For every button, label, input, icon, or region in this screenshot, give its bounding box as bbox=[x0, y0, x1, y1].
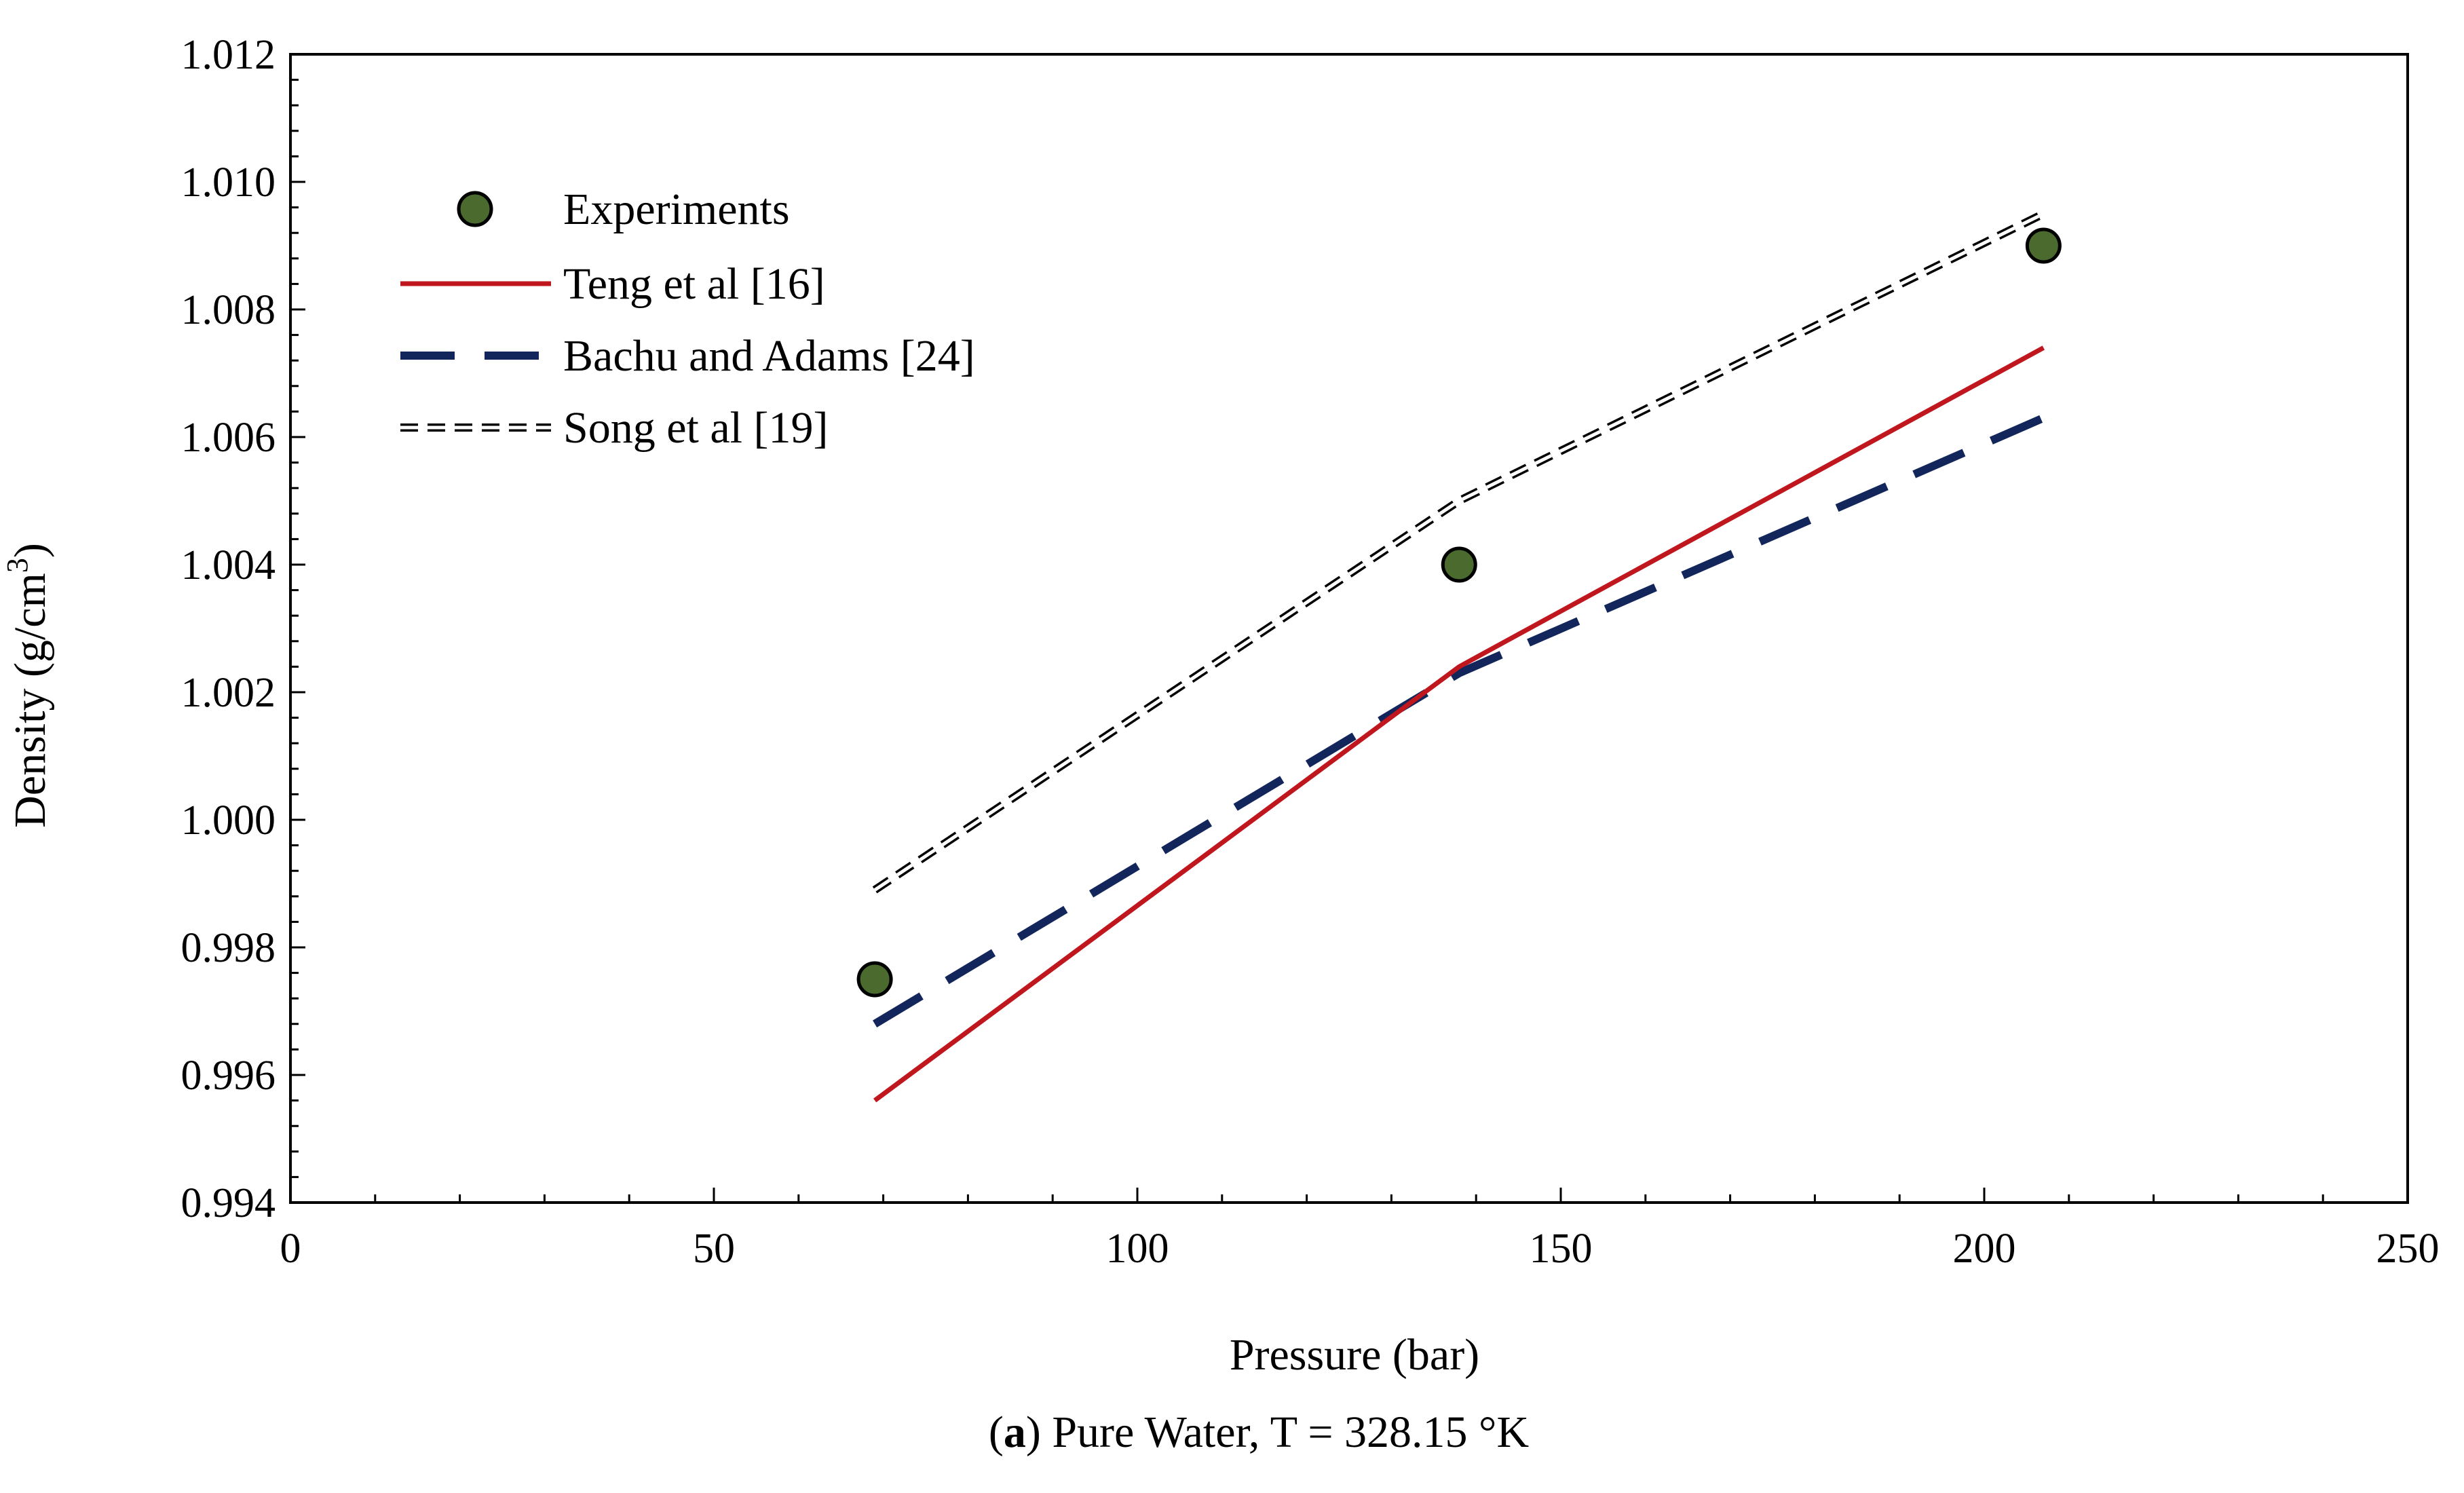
legend-label: Experiments bbox=[563, 185, 790, 234]
y-tick-label: 1.010 bbox=[181, 159, 276, 206]
x-axis: 0 50 100 150 200 250 bbox=[280, 1188, 2440, 1272]
y-axis-title-superscript: 3 bbox=[1, 558, 34, 573]
caption-letter: a bbox=[1004, 1407, 1026, 1457]
figure-caption: (a) Pure Water, T = 328.15 °K bbox=[989, 1407, 1529, 1457]
y-tick-label: 1.002 bbox=[181, 670, 276, 716]
plot-frame bbox=[289, 53, 2409, 1204]
caption-text: Pure Water, T = 328.15 °K bbox=[1041, 1407, 1529, 1457]
x-tick-label: 100 bbox=[1106, 1226, 1169, 1272]
y-axis: 0.994 0.996 0.998 1.000 1.002 1.004 1.006 1.008… bbox=[181, 32, 305, 1226]
y-tick-label: 0.996 bbox=[181, 1053, 276, 1099]
y-tick-label: 1.008 bbox=[181, 287, 276, 333]
legend-label: Bachu and Adams [24] bbox=[563, 331, 975, 381]
y-tick-label: 1.004 bbox=[181, 542, 276, 588]
legend-label: Teng et al [16] bbox=[563, 259, 825, 309]
caption-close-paren: ) bbox=[1026, 1407, 1041, 1457]
x-tick-label: 250 bbox=[2376, 1226, 2440, 1272]
y-tick-label: 1.006 bbox=[181, 415, 276, 461]
x-axis-title: Pressure (bar) bbox=[1230, 1330, 1479, 1380]
experiment-point bbox=[1441, 546, 1477, 583]
series-layer bbox=[856, 210, 2062, 1103]
x-tick-label: 50 bbox=[693, 1226, 735, 1272]
legend: Experiments Teng et al [16] Bachu and Adam… bbox=[400, 185, 975, 453]
experiment-point bbox=[2025, 227, 2062, 264]
series-line-song-et-al-19-inner bbox=[873, 212, 2045, 892]
y-tick-label: 0.994 bbox=[181, 1180, 276, 1226]
y-tick-label: 1.000 bbox=[181, 797, 276, 844]
x-tick-label: 150 bbox=[1530, 1226, 1593, 1272]
experiment-point bbox=[856, 961, 893, 998]
y-tick-label: 0.998 bbox=[181, 925, 276, 971]
caption-open-paren: ( bbox=[989, 1407, 1004, 1457]
series-line-bachu-and-adams-24 bbox=[873, 414, 2045, 1027]
plot-border bbox=[289, 53, 2409, 1204]
y-axis-title-base: Density (g/cm bbox=[5, 573, 55, 828]
x-tick-label: 200 bbox=[1953, 1226, 2016, 1272]
legend-label: Song et al [19] bbox=[563, 403, 828, 453]
y-axis-title-close: ) bbox=[5, 543, 55, 558]
y-tick-label: 1.012 bbox=[181, 32, 276, 78]
y-axis-title: Density (g/cm3) bbox=[1, 543, 55, 828]
legend-marker-experiments bbox=[457, 191, 493, 227]
series-line-teng-et-al-16 bbox=[873, 345, 2045, 1103]
x-tick-label: 0 bbox=[280, 1226, 301, 1272]
